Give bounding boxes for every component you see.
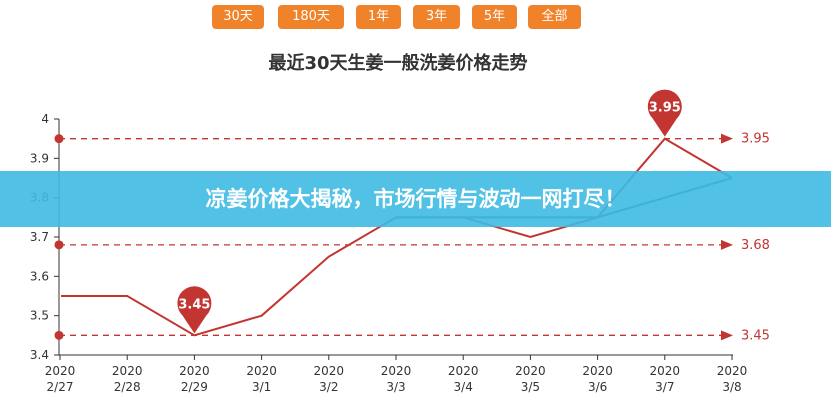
y-tick-label: 3.4 [30, 348, 49, 362]
mark-line-start-dot [54, 330, 64, 340]
mark-line-label: 3.45 [741, 328, 770, 343]
x-tick-label-year: 2020 [45, 364, 76, 378]
x-tick-label-date: 3/4 [454, 380, 473, 394]
x-tick-label-date: 3/7 [655, 380, 674, 394]
mark-line-arrow [721, 239, 733, 250]
mark-line-start-dot [54, 134, 64, 144]
x-tick-label-year: 2020 [314, 364, 345, 378]
x-tick-label-date: 2/29 [181, 380, 208, 394]
mark-line-arrow [721, 330, 733, 341]
range-button-0[interactable]: 30天 [212, 5, 264, 29]
mark-line-label: 3.95 [741, 132, 770, 147]
headline-banner: 凉姜价格大揭秘，市场行情与波动一网打尽！ [0, 171, 831, 227]
series-line [61, 137, 733, 337]
x-tick-label-year: 2020 [582, 364, 613, 378]
y-tick-label: 3.9 [30, 151, 49, 165]
x-tick-label-date: 3/6 [588, 380, 607, 394]
y-tick-label: 3.6 [30, 269, 49, 283]
min-pin [177, 286, 212, 334]
chart-title: 最近30天生姜一般洗姜价格走势 [268, 53, 528, 74]
x-tick-label-year: 2020 [246, 364, 277, 378]
x-tick-label-date: 3/1 [252, 380, 271, 394]
range-button-4[interactable]: 5年 [472, 5, 517, 29]
x-tick-label-date: 2/28 [114, 380, 141, 394]
x-tick-label-date: 2/27 [47, 380, 74, 394]
mark-line-start-dot [54, 240, 64, 250]
x-tick-label-year: 2020 [112, 364, 143, 378]
y-tick-label: 3.5 [30, 309, 49, 323]
mark-line-label: 3.68 [741, 238, 770, 253]
x-tick-label-year: 2020 [381, 364, 412, 378]
y-tick-label: 3.7 [30, 230, 49, 244]
x-tick-label-year: 2020 [448, 364, 479, 378]
range-button-3[interactable]: 3年 [413, 5, 460, 29]
range-button-1[interactable]: 180天 [278, 5, 344, 29]
x-tick-label-date: 3/3 [386, 380, 405, 394]
x-tick-label-year: 2020 [515, 364, 546, 378]
x-tick-label-date: 3/5 [521, 380, 540, 394]
range-button-5[interactable]: 全部 [528, 5, 581, 29]
min-pin-label: 3.45 [178, 297, 210, 312]
y-tick-label: 4 [41, 112, 49, 126]
max-pin-label: 3.95 [649, 101, 681, 116]
max-pin [647, 89, 682, 137]
range-button-2[interactable]: 1年 [356, 5, 401, 29]
mark-line-arrow [721, 133, 733, 144]
x-tick-label-year: 2020 [650, 364, 681, 378]
x-tick-label-year: 2020 [179, 364, 210, 378]
x-tick-label-date: 3/8 [722, 380, 741, 394]
x-tick-label-date: 3/2 [319, 380, 338, 394]
time-range-selector: 30天 180天 1年 3年 5年 全部 [0, 5, 831, 29]
headline-text: 凉姜价格大揭秘，市场行情与波动一网打尽！ [205, 187, 626, 211]
x-tick-label-year: 2020 [717, 364, 748, 378]
